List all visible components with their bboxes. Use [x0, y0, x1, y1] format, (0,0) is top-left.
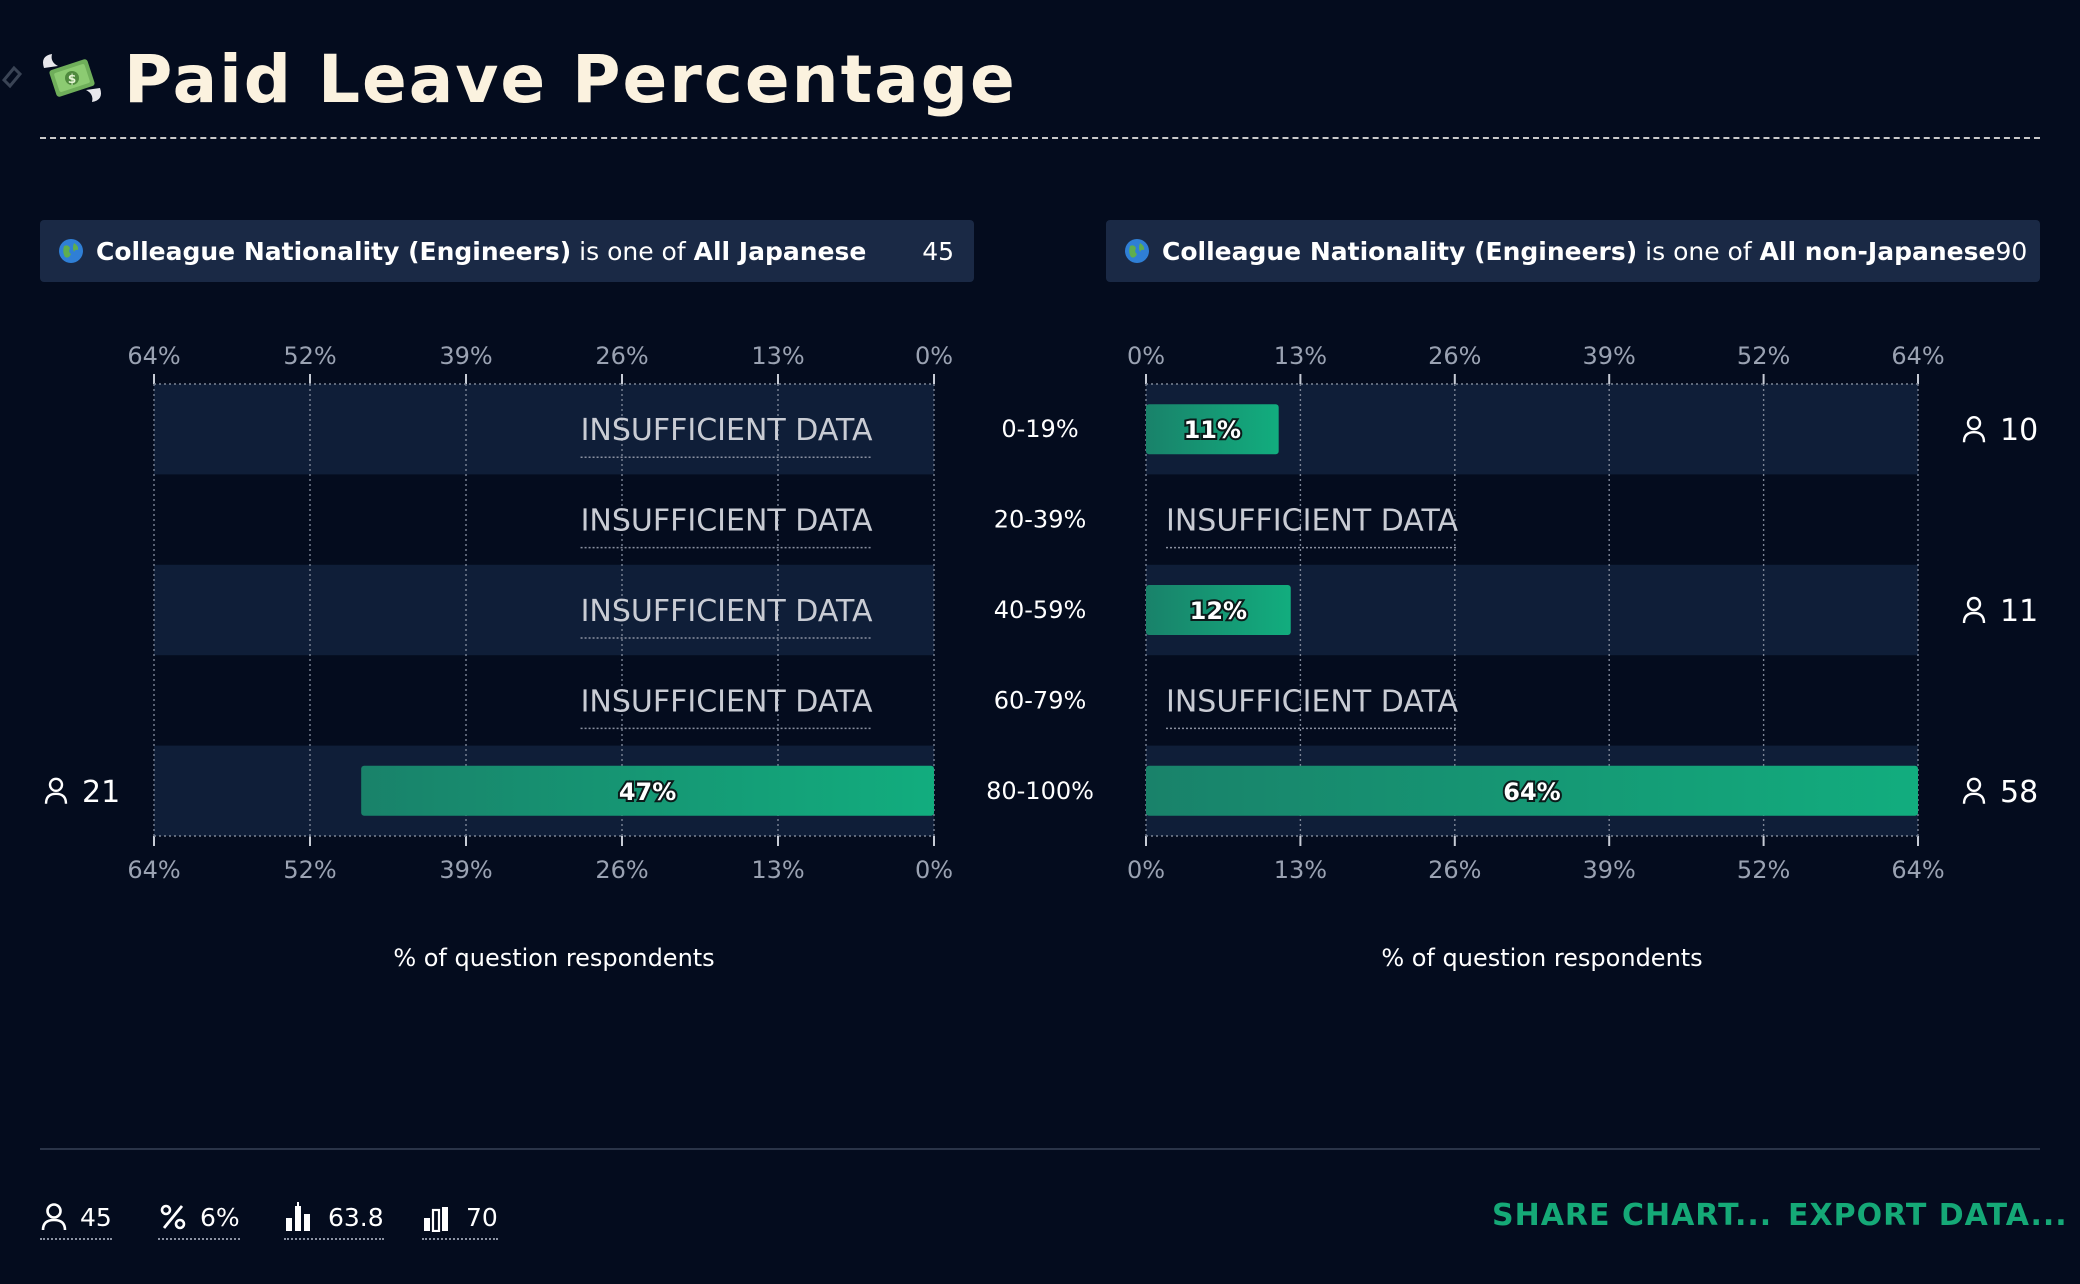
title-divider — [40, 137, 2040, 139]
bar — [1146, 404, 1279, 455]
x-tick-label-bottom: 13% — [751, 856, 804, 884]
x-axis-title-right: % of question respondents — [1381, 944, 1703, 972]
filter-text: Colleague Nationality (Engineers) is one… — [1162, 237, 1995, 266]
filter-operator: is one of — [579, 236, 686, 266]
person-icon — [41, 1203, 67, 1231]
category-label: 20-39% — [994, 506, 1087, 534]
x-tick-label-top: 64% — [1891, 342, 1944, 370]
filter-value: All Japanese — [693, 236, 867, 266]
percent-icon — [160, 1204, 186, 1230]
x-tick-label-bottom: 0% — [1127, 856, 1165, 884]
filter-count: 45 — [922, 236, 954, 266]
bar-value-label: 47% — [619, 778, 676, 806]
x-tick-label-top: 0% — [915, 342, 953, 370]
insufficient-data-label: INSUFFICIENT DATA — [1166, 504, 1458, 539]
category-label: 60-79% — [994, 686, 1087, 714]
filter-bar-right[interactable]: Colleague Nationality (Engineers) is one… — [1106, 220, 2040, 282]
respondent-count: 21 — [82, 775, 120, 810]
category-label: 0-19% — [1001, 415, 1078, 443]
x-tick-label-top: 0% — [1127, 342, 1165, 370]
median-bars-icon — [286, 1202, 310, 1231]
x-tick-label-bottom: 52% — [1737, 856, 1790, 884]
bar — [361, 765, 934, 816]
bar — [1146, 585, 1291, 635]
export-data-button[interactable]: EXPORT DATA... — [1788, 1198, 2068, 1233]
insufficient-data-label: INSUFFICIENT DATA — [581, 594, 873, 629]
footer-divider — [40, 1148, 2040, 1150]
filter-count: 90 — [1995, 236, 2028, 266]
page-title: Paid Leave Percentage — [124, 41, 1017, 118]
respondent-count: 10 — [2000, 413, 2038, 448]
x-tick-label-top: 64% — [127, 342, 180, 370]
filter-text: Colleague Nationality (Engineers) is one… — [96, 237, 922, 266]
respondents-value: 45 — [80, 1202, 112, 1232]
money-with-wings-icon: $ — [43, 54, 101, 102]
x-tick-label-top: 26% — [595, 342, 648, 370]
x-tick-label-top: 52% — [1737, 342, 1790, 370]
mean-stat[interactable]: 70 — [422, 1196, 498, 1240]
row-band — [154, 384, 934, 475]
link-icon[interactable] — [0, 64, 22, 94]
bar-value-label: 64% — [1503, 778, 1560, 806]
butterfly-bar-chart: 0% 0% 13% 13% 26% 26% 39% 39% 52% 52% 64% 64% INSUFF… — [44, 342, 2038, 884]
x-tick-label-top: 26% — [1428, 342, 1481, 370]
person-icon — [1962, 596, 1986, 624]
person-icon — [44, 777, 68, 804]
insufficient-data-label: INSUFFICIENT DATA — [581, 504, 873, 539]
x-tick-label-bottom: 39% — [1583, 856, 1636, 884]
filter-operator: is one of — [1645, 236, 1752, 266]
filter-field: Colleague Nationality (Engineers) — [96, 236, 572, 266]
row-band — [154, 564, 934, 656]
respondents-stat[interactable]: 45 — [40, 1196, 112, 1240]
filter-value: All non-Japanese — [1759, 236, 1996, 266]
category-label: 40-59% — [994, 596, 1087, 624]
mean-value: 70 — [466, 1202, 498, 1232]
x-tick-label-bottom: 39% — [439, 856, 492, 884]
mean-bars-icon — [424, 1207, 448, 1232]
person-icon — [1962, 416, 1986, 443]
x-tick-label-bottom: 13% — [1274, 856, 1327, 884]
x-tick-label-bottom: 52% — [283, 856, 336, 884]
filter-field: Colleague Nationality (Engineers) — [1162, 236, 1638, 266]
bar-value-label: 11% — [1184, 416, 1241, 444]
insufficient-data-label: INSUFFICIENT DATA — [581, 684, 873, 719]
x-tick-label-bottom: 26% — [1428, 856, 1481, 884]
x-tick-label-bottom: 26% — [595, 856, 648, 884]
x-tick-label-bottom: 0% — [915, 856, 953, 884]
x-tick-label-top: 13% — [1274, 342, 1327, 370]
share-chart-button[interactable]: SHARE CHART... — [1492, 1198, 1773, 1233]
median-value: 63.8 — [328, 1202, 384, 1232]
respondent-count: 58 — [2000, 775, 2038, 810]
svg-text:$: $ — [68, 72, 76, 86]
x-tick-label-top: 52% — [283, 342, 336, 370]
x-tick-label-bottom: 64% — [1891, 856, 1944, 884]
person-icon — [1962, 777, 1986, 804]
x-tick-label-top: 13% — [751, 342, 804, 370]
x-axis-title-left: % of question respondents — [393, 944, 715, 972]
filter-bar-left[interactable]: Colleague Nationality (Engineers) is one… — [40, 220, 974, 282]
x-tick-label-top: 39% — [439, 342, 492, 370]
x-tick-label-top: 39% — [1583, 342, 1636, 370]
bar-value-label: 12% — [1190, 597, 1247, 625]
median-stat[interactable]: 63.8 — [284, 1196, 384, 1240]
bar — [1146, 765, 1918, 816]
category-label: 80-100% — [986, 777, 1094, 805]
respondent-count: 11 — [2000, 594, 2038, 629]
insufficient-data-label: INSUFFICIENT DATA — [581, 413, 873, 448]
x-tick-label-bottom: 64% — [127, 856, 180, 884]
globe-icon — [1125, 239, 1149, 263]
percent-value: 6% — [200, 1202, 240, 1232]
percent-stat[interactable]: 6% — [158, 1196, 240, 1240]
globe-icon — [59, 239, 83, 263]
insufficient-data-label: INSUFFICIENT DATA — [1166, 684, 1458, 719]
